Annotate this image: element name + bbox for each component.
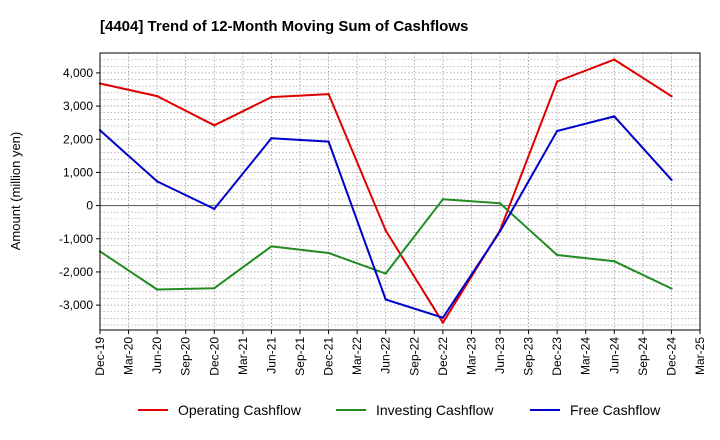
x-tick-label: Jun-23: [493, 337, 507, 374]
data-point-investing-cashflow: [213, 287, 216, 290]
legend-label-free-cashflow: Free Cashflow: [570, 402, 661, 418]
legend-label-investing-cashflow: Investing Cashflow: [376, 402, 494, 418]
series-lines: [98, 58, 673, 324]
data-point-investing-cashflow: [384, 272, 387, 275]
x-tick-label: Jun-22: [379, 337, 393, 374]
x-tick-label: Dec-23: [550, 337, 564, 376]
y-tick-label: -2,000: [59, 265, 93, 279]
x-tick-label: Sep-22: [407, 337, 421, 376]
data-point-operating-cashflow: [384, 229, 387, 232]
data-point-operating-cashflow: [327, 92, 330, 96]
plot-area: [100, 53, 700, 330]
y-tick-label: 4,000: [63, 66, 93, 80]
data-point-operating-cashflow: [441, 321, 445, 324]
data-point-free-cashflow: [441, 316, 445, 319]
data-point-investing-cashflow: [327, 251, 330, 255]
data-point-free-cashflow: [384, 298, 387, 301]
data-point-operating-cashflow: [155, 94, 159, 98]
data-point-investing-cashflow: [613, 260, 616, 263]
x-tick-label: Sep-21: [293, 337, 307, 376]
y-tick-label: 3,000: [63, 99, 93, 113]
data-point-free-cashflow: [498, 230, 502, 233]
x-tick-label: Sep-24: [636, 337, 650, 376]
y-tick-label: -1,000: [59, 232, 93, 246]
x-tick-label: Dec-19: [93, 337, 107, 376]
x-tick-label: Mar-21: [236, 337, 250, 375]
data-point-free-cashflow: [213, 207, 216, 211]
y-tick-label: -3,000: [59, 298, 93, 312]
data-point-investing-cashflow: [270, 245, 273, 248]
data-point-operating-cashflow: [270, 95, 273, 99]
y-tick-label: 0: [86, 199, 93, 213]
y-tick-label: 1,000: [63, 165, 93, 179]
y-axis-label: Amount (million yen): [8, 132, 23, 251]
data-point-investing-cashflow: [155, 288, 159, 291]
data-point-free-cashflow: [327, 140, 330, 143]
data-point-free-cashflow: [670, 178, 673, 181]
data-point-free-cashflow: [155, 180, 159, 183]
y-tick-label: 2,000: [63, 132, 93, 146]
x-tick-label: Mar-23: [464, 337, 478, 375]
data-point-operating-cashflow: [670, 94, 673, 98]
data-point-investing-cashflow: [670, 287, 673, 290]
data-point-investing-cashflow: [555, 253, 559, 257]
x-tick-label: Mar-24: [579, 337, 593, 375]
grid: [99, 52, 701, 330]
data-point-free-cashflow: [613, 115, 616, 118]
x-tick-label: Jun-24: [607, 337, 621, 374]
data-point-free-cashflow: [270, 137, 273, 140]
data-point-operating-cashflow: [213, 124, 216, 127]
data-point-investing-cashflow: [441, 198, 445, 201]
legend: Operating Cashflow Investing Cashflow Free…: [138, 402, 661, 418]
x-tick-label: Dec-24: [664, 337, 678, 376]
data-point-free-cashflow: [555, 129, 559, 133]
x-tick-label: Mar-25: [693, 337, 707, 375]
plot-frame: [99, 52, 701, 331]
x-tick-label: Dec-21: [322, 337, 336, 376]
x-tick-label: Jun-21: [264, 337, 278, 374]
x-tick-label: Sep-23: [522, 337, 536, 376]
axes: -3,000 -2,000 -1,000 0 1,000 2,000 3,000 4,000 D…: [59, 52, 707, 376]
x-tick-label: Mar-20: [122, 337, 136, 375]
data-point-operating-cashflow: [555, 80, 559, 83]
data-point-investing-cashflow: [498, 202, 502, 205]
x-tick-label: Mar-22: [350, 337, 364, 375]
x-tick-label: Sep-20: [179, 337, 193, 376]
legend-label-operating-cashflow: Operating Cashflow: [178, 402, 302, 418]
data-point-operating-cashflow: [613, 58, 616, 61]
chart-title: [4404] Trend of 12-Month Moving Sum of C…: [100, 18, 468, 35]
x-tick-label: Dec-22: [436, 337, 450, 376]
x-tick-label: Dec-20: [207, 337, 221, 376]
x-tick-label: Jun-20: [150, 337, 164, 374]
